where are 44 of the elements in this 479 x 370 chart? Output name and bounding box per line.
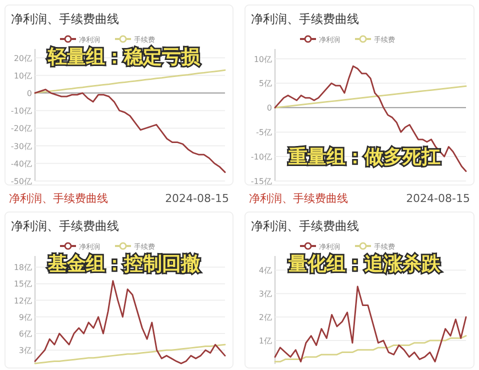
- y-tick-label: -30亿: [10, 142, 32, 151]
- annotation: 基金组：控制回撤: [47, 253, 200, 275]
- y-tick-label: 1亿: [258, 336, 272, 346]
- text: 净利润、手续费曲线: [249, 192, 348, 205]
- y-tick-label: 4亿: [258, 266, 272, 276]
- chart-title: 净利润、手续费曲线: [251, 219, 359, 233]
- y-tick-label: 0: [266, 104, 272, 113]
- line-series: [274, 65, 467, 172]
- chart-title: 净利润、手续费曲线: [11, 12, 119, 26]
- y-tick-label: 9亿: [18, 312, 32, 322]
- line-series: [34, 280, 226, 364]
- annotation: 轻量组：稳定亏损: [47, 46, 201, 68]
- y-tick-label: 12亿: [14, 296, 32, 306]
- y-tick-label: 5亿: [258, 79, 272, 88]
- y-tick-label: -10亿: [10, 106, 32, 116]
- y-tick-label: -40亿: [10, 159, 32, 168]
- y-tick-label: 0: [26, 89, 32, 98]
- y-tick-label: 20亿: [14, 54, 32, 63]
- annotation: 量化组：追涨杀跌: [288, 253, 442, 275]
- y-tick-label: -20亿: [10, 124, 32, 134]
- y-tick-label: 15亿: [14, 280, 32, 289]
- line-series: [274, 286, 467, 362]
- y-tick-label: 3亿: [18, 346, 32, 356]
- y-tick-label: -10亿: [250, 152, 272, 162]
- chart-title: 净利润、手续费曲线: [11, 219, 119, 233]
- y-tick-label: 10亿: [254, 54, 272, 64]
- y-tick-label: -5亿: [256, 128, 272, 138]
- annotation: 重量组：做多死扛: [288, 146, 440, 168]
- y-tick-label: 6亿: [18, 330, 32, 339]
- line-series: [274, 85, 467, 108]
- y-tick-label: 18亿: [14, 263, 32, 272]
- line-series: [34, 69, 226, 94]
- line-series: [34, 344, 226, 364]
- y-tick-label: -50亿: [10, 177, 32, 186]
- text: 2024-08-15: [165, 192, 229, 205]
- line-series: [34, 88, 226, 173]
- y-tick-label: -15亿: [250, 177, 272, 186]
- y-tick-label: 10亿: [14, 71, 32, 80]
- y-tick-label: 2亿: [258, 313, 272, 322]
- text: 2024-08-15: [406, 192, 470, 205]
- line-series: [274, 335, 467, 362]
- y-tick-label: 3亿: [258, 290, 272, 299]
- text: 净利润、手续费曲线: [9, 192, 108, 205]
- chart-title: 净利润、手续费曲线: [251, 12, 359, 26]
